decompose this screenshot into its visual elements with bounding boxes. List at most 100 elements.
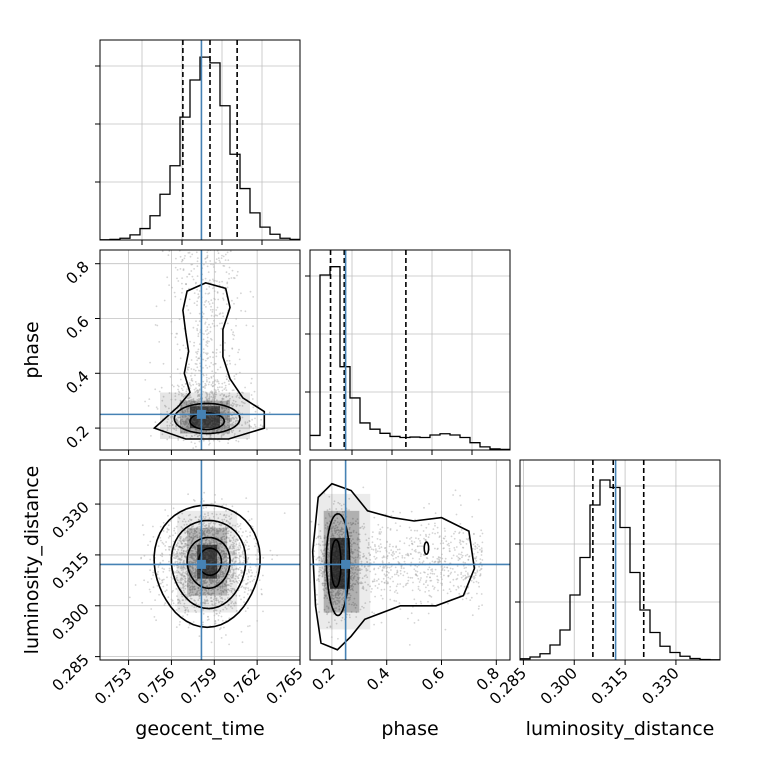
sample-point (143, 554, 146, 557)
sample-point (389, 529, 392, 531)
sample-point (181, 512, 184, 515)
sample-point (166, 276, 169, 279)
sample-point (450, 541, 452, 544)
sample-point (227, 557, 230, 560)
sample-point (218, 592, 221, 595)
sample-point (185, 401, 188, 404)
sample-point (227, 442, 230, 444)
scatter-phase-vs-geocent_time-frame (99, 249, 301, 451)
sample-point (185, 523, 188, 526)
sample-point (185, 283, 187, 286)
sample-point (219, 595, 222, 598)
sample-point (204, 330, 207, 332)
sample-point (246, 421, 249, 424)
sample-point (237, 440, 240, 443)
sample-point (174, 336, 177, 339)
sample-point (204, 542, 207, 545)
sample-point (417, 588, 420, 590)
sample-point (440, 573, 443, 576)
sample-point (197, 369, 200, 372)
sample-point (444, 557, 447, 560)
sample-point (164, 549, 167, 551)
sample-point (204, 579, 207, 581)
sample-point (244, 588, 247, 590)
sample-point (165, 589, 168, 591)
sample-point (247, 607, 249, 610)
sample-point (211, 391, 214, 393)
sample-point (248, 548, 251, 550)
sample-point (437, 589, 439, 592)
sample-point (203, 400, 206, 403)
sample-point (208, 285, 211, 288)
sample-point (221, 555, 224, 558)
sample-point (219, 600, 222, 603)
sample-point (477, 498, 480, 501)
sample-point (166, 427, 169, 429)
sample-point (203, 522, 205, 524)
sample-point (224, 606, 227, 609)
sample-point (207, 588, 210, 591)
sample-point (470, 596, 473, 599)
sample-point (232, 568, 235, 571)
sample-point (475, 560, 478, 562)
sample-point (184, 584, 187, 587)
sample-point (178, 607, 181, 610)
sample-point (172, 602, 175, 605)
sample-point (186, 410, 189, 413)
sample-point (316, 593, 318, 596)
sample-point (361, 564, 363, 567)
sample-point (336, 517, 339, 520)
sample-point (244, 421, 247, 423)
sample-point (180, 404, 183, 407)
sample-point (191, 585, 194, 588)
sample-point (385, 580, 388, 582)
sample-point (364, 602, 367, 604)
sample-point (195, 387, 197, 390)
sample-point (476, 569, 479, 572)
sample-point (225, 503, 228, 506)
sample-point (179, 298, 182, 301)
sample-point (250, 575, 253, 577)
sample-point (156, 408, 159, 410)
sample-point (238, 524, 241, 527)
sample-point (310, 520, 313, 523)
sample-point (182, 435, 185, 438)
sample-point (189, 556, 191, 559)
sample-point (236, 297, 239, 299)
sample-point (229, 578, 232, 581)
sample-point (211, 600, 214, 603)
sample-point (216, 579, 219, 581)
scatter-phase-vs-geocent_time-plot-area (128, 250, 271, 449)
sample-point (185, 403, 188, 405)
sample-point (238, 430, 241, 432)
sample-point (168, 407, 170, 410)
sample-point (235, 594, 238, 597)
sample-point (474, 542, 477, 544)
sample-point (219, 261, 222, 263)
sample-point (396, 592, 399, 594)
sample-point (233, 433, 236, 435)
sample-point (249, 534, 252, 537)
sample-point (231, 547, 234, 550)
sample-point (419, 572, 422, 574)
sample-point (206, 328, 209, 331)
sample-point (228, 266, 231, 269)
sample-point (388, 561, 390, 564)
sample-point (179, 537, 182, 540)
sample-point (367, 565, 370, 567)
sample-point (180, 392, 183, 395)
sample-point (220, 637, 223, 639)
sample-point (228, 617, 231, 620)
sample-point (194, 374, 196, 377)
sample-point (231, 541, 234, 544)
sample-point (414, 570, 417, 572)
sample-point (188, 273, 190, 275)
sample-point (462, 564, 465, 567)
sample-point (212, 610, 215, 612)
sample-point (232, 338, 235, 340)
sample-point (220, 400, 223, 403)
sample-point (452, 554, 455, 557)
sample-point (238, 548, 241, 551)
sample-point (440, 571, 442, 574)
sample-point (194, 609, 197, 612)
